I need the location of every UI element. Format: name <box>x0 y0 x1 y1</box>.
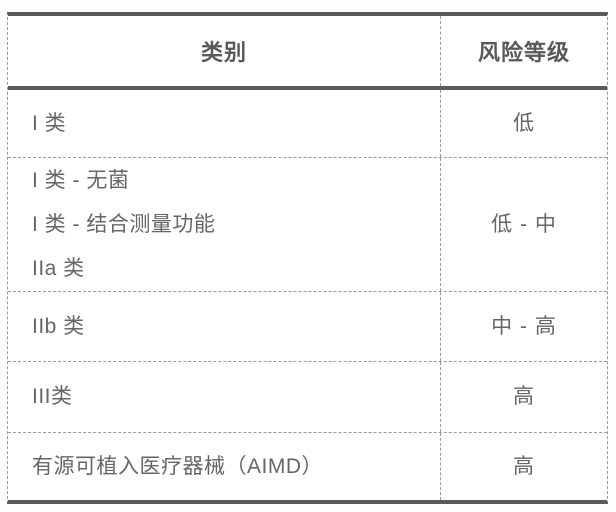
category-line: 有源可植入医疗器械（AIMD） <box>32 454 323 478</box>
category-cell: I 类 - 无菌 I 类 - 结合测量功能 IIa 类 <box>8 158 441 291</box>
table-header-row: 类别 风险等级 <box>8 16 607 90</box>
category-cell: I 类 <box>8 90 441 157</box>
category-line: I 类 - 结合测量功能 <box>32 212 216 236</box>
column-header-category: 类别 <box>8 16 441 86</box>
risk-value: 中 - 高 <box>491 314 557 338</box>
risk-value: 低 - 中 <box>491 212 557 236</box>
column-header-risk-level: 风险等级 <box>477 40 570 65</box>
risk-cell: 高 <box>441 433 607 500</box>
risk-cell: 高 <box>441 362 607 432</box>
category-cell: IIb 类 <box>8 292 441 361</box>
category-line: III类 <box>32 385 73 408</box>
category-line: IIb 类 <box>32 314 85 338</box>
risk-cell: 低 - 中 <box>441 158 607 291</box>
risk-value: 高 <box>513 385 535 408</box>
category-line: I 类 <box>32 111 67 135</box>
risk-cell: 低 <box>441 90 607 157</box>
category-line: I 类 - 无菌 <box>32 168 130 192</box>
table-body: I 类 低 I 类 - 无菌 I 类 - 结合测量功能 IIa 类 低 - 中 IIb 类 中… <box>8 90 607 500</box>
category-cell: 有源可植入医疗器械（AIMD） <box>8 433 441 500</box>
table-row: III类 高 <box>8 362 607 433</box>
category-cell: III类 <box>8 362 441 432</box>
risk-value: 低 <box>513 111 535 135</box>
table-row: 有源可植入医疗器械（AIMD） 高 <box>8 433 607 500</box>
table-row: I 类低 <box>8 90 607 158</box>
risk-cell: 中 - 高 <box>441 292 607 361</box>
category-line: IIa 类 <box>32 256 85 280</box>
risk-value: 高 <box>513 454 535 478</box>
table-row: IIb 类 中 - 高 <box>8 292 607 362</box>
table-row: I 类 - 无菌 I 类 - 结合测量功能 IIa 类 低 - 中 <box>8 158 607 292</box>
classification-table: 类别 风险等级 I 类 低 I 类 - 无菌 I 类 - 结合测量功能 IIa 类 低 -… <box>7 12 608 504</box>
